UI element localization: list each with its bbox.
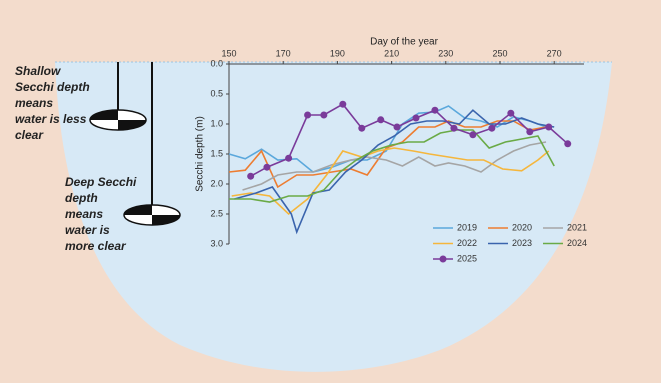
legend-label: 2021 (567, 222, 587, 232)
series-marker (469, 131, 476, 138)
annotation: clear (15, 128, 44, 142)
series-marker (488, 125, 495, 132)
y-tick-label: 2.0 (210, 178, 223, 188)
legend-label: 2025 (457, 253, 477, 263)
series-marker (394, 124, 401, 131)
secchi-disk (124, 205, 180, 225)
series-marker (526, 128, 533, 135)
x-tick-label: 230 (438, 48, 453, 58)
chart: Day of the year Secchi depth (m) Shallow… (0, 0, 661, 383)
annotation: water is less (15, 112, 87, 126)
series-marker (358, 125, 365, 132)
series-marker (247, 173, 254, 180)
series-marker (412, 115, 419, 122)
legend-label: 2020 (512, 222, 532, 232)
legend-marker (440, 256, 447, 263)
series-marker (285, 155, 292, 162)
y-tick-label: 2.5 (210, 208, 223, 218)
annotation: means (65, 207, 103, 221)
y-tick-label: 0.0 (210, 58, 223, 68)
x-tick-label: 270 (547, 48, 562, 58)
legend-label: 2022 (457, 238, 477, 248)
legend-label: 2019 (457, 222, 477, 232)
secchi-disk (90, 110, 146, 130)
series-marker (377, 116, 384, 123)
x-tick-label: 190 (330, 48, 345, 58)
annotation: Secchi depth (15, 80, 90, 94)
annotation: depth (65, 191, 98, 205)
series-marker (320, 112, 327, 119)
series-marker (545, 124, 552, 131)
series-marker (263, 164, 270, 171)
x-axis-label: Day of the year (370, 37, 438, 48)
y-tick-label: 3.0 (210, 238, 223, 248)
y-tick-label: 1.0 (210, 118, 223, 128)
annotation: Shallow (15, 64, 61, 78)
series-marker (564, 140, 571, 147)
series-marker (450, 125, 457, 132)
series-marker (304, 112, 311, 119)
y-tick-label: 0.5 (210, 88, 223, 98)
x-tick-label: 150 (221, 48, 236, 58)
x-tick-label: 170 (276, 48, 291, 58)
y-axis-label: Secchi depth (m) (195, 116, 206, 192)
annotation: means (15, 96, 53, 110)
annotation: water is (65, 223, 110, 237)
series-marker (507, 110, 514, 117)
x-tick-label: 250 (492, 48, 507, 58)
annotation: more clear (65, 239, 127, 253)
series-marker (431, 107, 438, 114)
y-tick-label: 1.5 (210, 148, 223, 158)
legend-label: 2023 (512, 238, 532, 248)
x-tick-label: 210 (384, 48, 399, 58)
series-marker (339, 101, 346, 108)
legend-label: 2024 (567, 238, 587, 248)
annotation: Deep Secchi (65, 175, 137, 189)
